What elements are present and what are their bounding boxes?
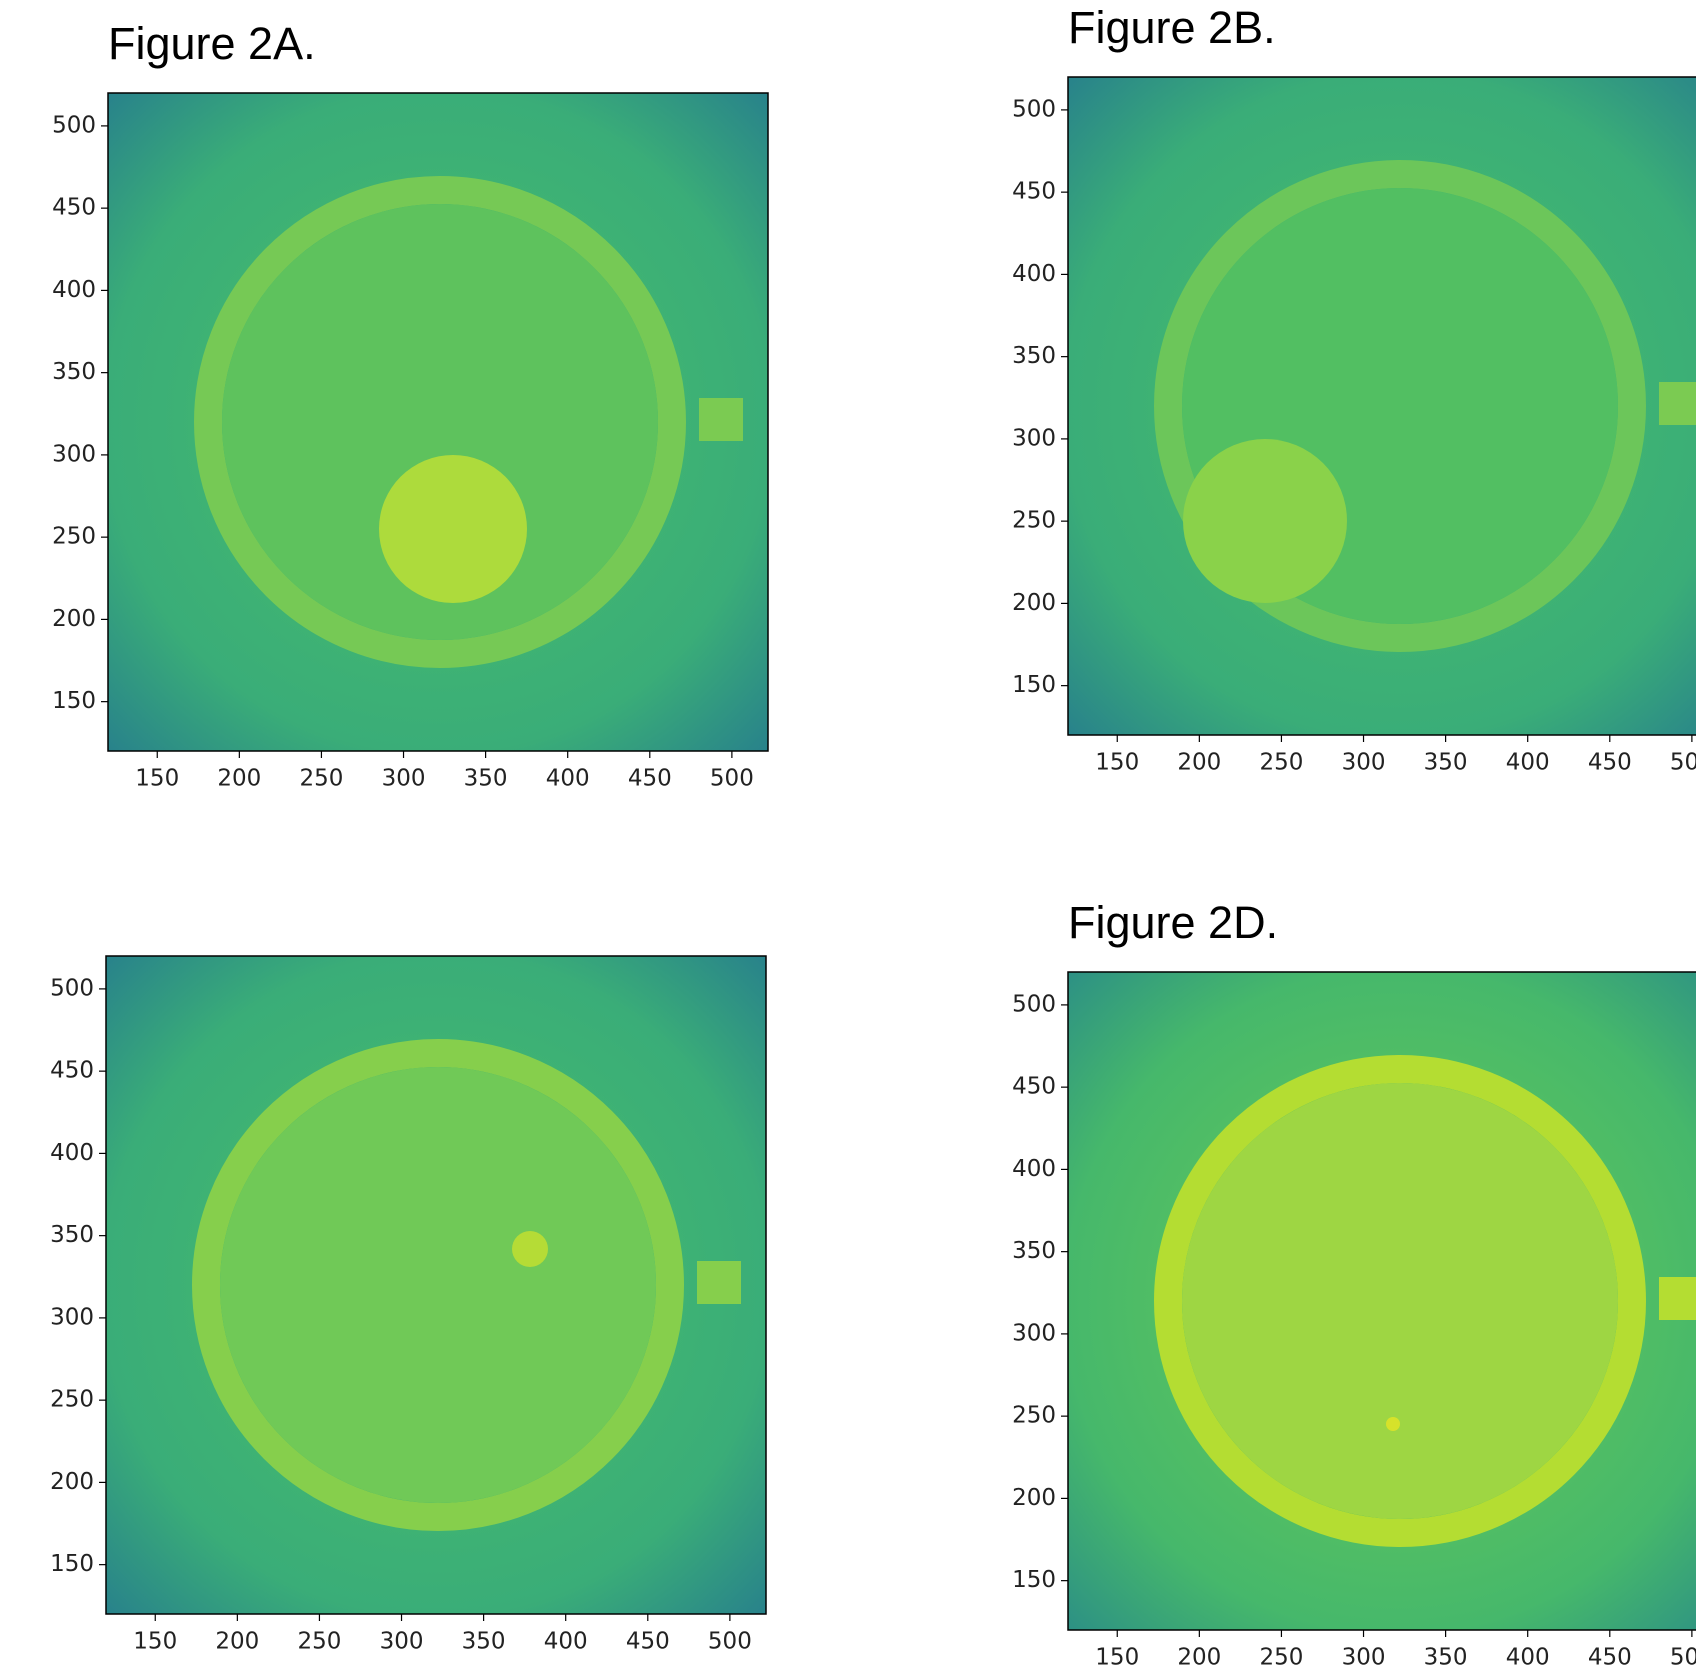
x-tick-label: 350 [1424, 1645, 1468, 1667]
x-tick-label: 450 [1588, 1645, 1632, 1667]
y-tick-label: 450 [1012, 179, 1056, 205]
image [108, 93, 768, 751]
x-tick-label: 450 [626, 1629, 670, 1655]
panel-title: Figure 2B. [1068, 2, 1276, 53]
y-tick-label: 250 [50, 1387, 94, 1413]
x-tick-label: 150 [1095, 1645, 1139, 1667]
x-tick-label: 250 [299, 766, 343, 792]
y-tick-label: 150 [50, 1551, 94, 1577]
x-tick-label: 150 [1095, 750, 1139, 776]
y-tick-label: 250 [52, 524, 96, 550]
y-tick-label: 300 [1012, 1320, 1056, 1346]
x-tick-label: 450 [628, 766, 672, 792]
x-tick-label: 400 [546, 766, 590, 792]
y-tick-label: 250 [1012, 1403, 1056, 1429]
figure: 150 200 250 300 350 400 450 500 150 200 250 300 350 4… [0, 0, 1696, 1667]
y-tick-label: 450 [1012, 1074, 1056, 1100]
y-tick-label: 350 [50, 1222, 94, 1248]
x-tick-label: 500 [708, 1629, 752, 1655]
x-tick-label: 250 [1259, 1645, 1303, 1667]
x-tick-label: 200 [1177, 750, 1221, 776]
x-tick-label: 500 [1670, 750, 1696, 776]
y-tick-label: 200 [52, 606, 96, 632]
panel-title: Figure 2A. [108, 18, 316, 69]
y-tick-label: 450 [52, 195, 96, 221]
y-tick-label: 350 [1012, 1238, 1056, 1264]
x-tick-label: 150 [133, 1629, 177, 1655]
y-tick-label: 500 [52, 112, 96, 138]
panel: 150 200 250 300 350 400 450 500 150 200 250 300 350 4… [1012, 897, 1696, 1667]
y-tick-label: 200 [1012, 1485, 1056, 1511]
x-tick-label: 150 [135, 766, 179, 792]
y-tick-label: 500 [1012, 991, 1056, 1017]
panel-title: Figure 2D. [1068, 897, 1278, 948]
y-tick-label: 150 [52, 688, 96, 714]
image [1068, 77, 1696, 735]
x-tick-label: 300 [382, 766, 426, 792]
x-tick-label: 200 [215, 1629, 259, 1655]
panel: 150 200 250 300 350 400 450 500 150 200 250 300 350 4… [52, 18, 768, 792]
x-tick-label: 350 [462, 1629, 506, 1655]
y-tick-label: 500 [50, 975, 94, 1001]
y-tick-label: 400 [52, 277, 96, 303]
y-tick-label: 300 [1012, 425, 1056, 451]
x-tick-label: 400 [1506, 1645, 1550, 1667]
x-tick-label: 300 [1342, 750, 1386, 776]
y-tick-label: 400 [1012, 1156, 1056, 1182]
x-tick-label: 200 [217, 766, 261, 792]
x-tick-label: 450 [1588, 750, 1632, 776]
panel: 150 200 250 300 350 400 450 500 150 200 250 300 350 4… [1012, 2, 1696, 776]
x-tick-label: 500 [710, 766, 754, 792]
x-tick-label: 300 [1342, 1645, 1386, 1667]
x-tick-label: 400 [1506, 750, 1550, 776]
x-tick-label: 300 [380, 1629, 424, 1655]
image [1068, 972, 1696, 1630]
y-tick-label: 200 [1012, 590, 1056, 616]
panel: 150 200 250 300 350 400 450 500 150 200 250 300 350 4… [50, 956, 766, 1655]
y-tick-label: 350 [52, 359, 96, 385]
y-tick-label: 500 [1012, 96, 1056, 122]
y-tick-label: 400 [50, 1140, 94, 1166]
image [106, 956, 766, 1614]
y-tick-label: 300 [50, 1304, 94, 1330]
y-tick-label: 250 [1012, 508, 1056, 534]
y-tick-label: 150 [1012, 672, 1056, 698]
x-tick-label: 500 [1670, 1645, 1696, 1667]
x-tick-label: 350 [1424, 750, 1468, 776]
y-tick-label: 400 [1012, 261, 1056, 287]
x-tick-label: 350 [464, 766, 508, 792]
x-tick-label: 250 [297, 1629, 341, 1655]
y-tick-label: 200 [50, 1469, 94, 1495]
y-tick-label: 450 [50, 1058, 94, 1084]
x-tick-label: 200 [1177, 1645, 1221, 1667]
y-tick-label: 150 [1012, 1567, 1056, 1593]
x-tick-label: 250 [1259, 750, 1303, 776]
x-tick-label: 400 [544, 1629, 588, 1655]
y-tick-label: 300 [52, 441, 96, 467]
y-tick-label: 350 [1012, 343, 1056, 369]
